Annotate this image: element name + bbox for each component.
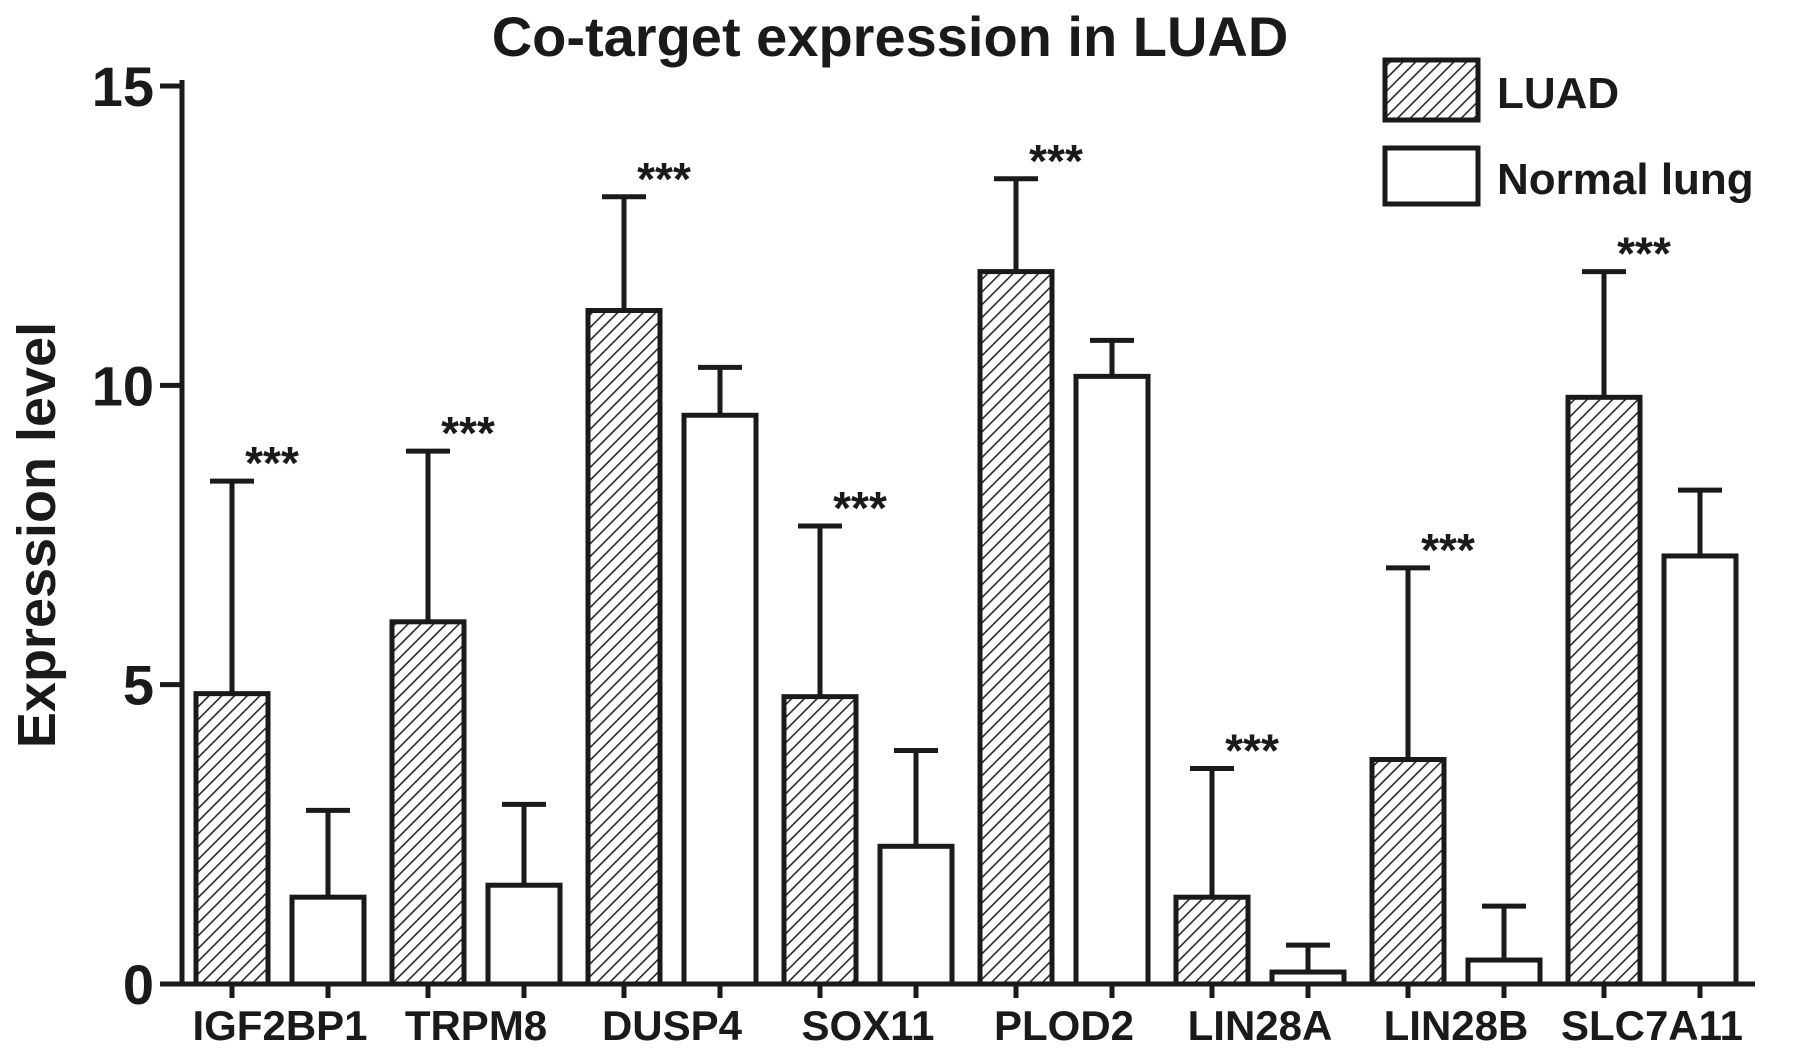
bar-normal-lung — [289, 894, 367, 987]
bar-normal-lung — [1661, 553, 1739, 987]
bar-normal-lung — [1073, 373, 1151, 987]
bar-luad — [193, 691, 271, 987]
y-tick-label: 15 — [92, 55, 154, 118]
legend: LUAD Normal lung — [1382, 57, 1754, 207]
error-bars — [210, 176, 1722, 973]
bar-normal-lung — [1269, 969, 1347, 987]
bar-luad — [389, 619, 467, 987]
significance-marker: *** — [1617, 228, 1671, 280]
significance-marker: *** — [833, 482, 887, 534]
x-tick-label: SOX11 — [801, 1002, 934, 1049]
bar-luad — [977, 269, 1055, 987]
significance-marker: *** — [441, 407, 495, 459]
y-axis-ticks: 0 5 10 15 — [92, 55, 182, 1016]
bar-normal-lung — [681, 412, 759, 987]
x-tick-label: LIN28A — [1188, 1002, 1333, 1049]
significance-annotations: *** *** *** *** *** *** *** *** — [245, 135, 1671, 777]
y-tick-label: 0 — [123, 953, 154, 1016]
x-tick-label: SLC7A11 — [1561, 1002, 1743, 1049]
bars — [193, 269, 1739, 987]
y-tick-label: 10 — [92, 354, 154, 417]
chart-title: Co-target expression in LUAD — [492, 5, 1289, 68]
significance-marker: *** — [1029, 135, 1083, 187]
bar-normal-lung — [485, 882, 563, 987]
significance-marker: *** — [245, 437, 299, 489]
legend-swatch-luad — [1382, 57, 1481, 123]
significance-marker: *** — [1225, 724, 1279, 776]
x-tick-label: IGF2BP1 — [192, 1002, 367, 1049]
bar-luad — [1173, 894, 1251, 987]
bar-luad — [585, 308, 663, 987]
x-tick-label: TRPM8 — [405, 1002, 547, 1049]
legend-swatch-normal-lung — [1382, 145, 1481, 207]
bar-luad — [1369, 757, 1447, 987]
bar-luad — [1565, 394, 1643, 987]
y-tick-label: 5 — [123, 654, 154, 717]
x-tick-label: DUSP4 — [602, 1002, 743, 1049]
bar-luad — [781, 694, 859, 987]
x-axis-ticks: IGF2BP1 TRPM8 DUSP4 SOX11 PLOD2 LIN28A LIN28B S… — [192, 984, 1743, 1049]
bar-normal-lung — [1465, 957, 1543, 987]
significance-marker: *** — [1421, 524, 1475, 576]
x-tick-label: LIN28B — [1384, 1002, 1529, 1049]
y-axis-label: Expression level — [7, 322, 67, 748]
x-tick-label: PLOD2 — [994, 1002, 1134, 1049]
legend-label-luad: LUAD — [1497, 69, 1619, 118]
bar-normal-lung — [877, 843, 955, 987]
significance-marker: *** — [637, 153, 691, 205]
legend-label-normal-lung: Normal lung — [1497, 155, 1754, 204]
